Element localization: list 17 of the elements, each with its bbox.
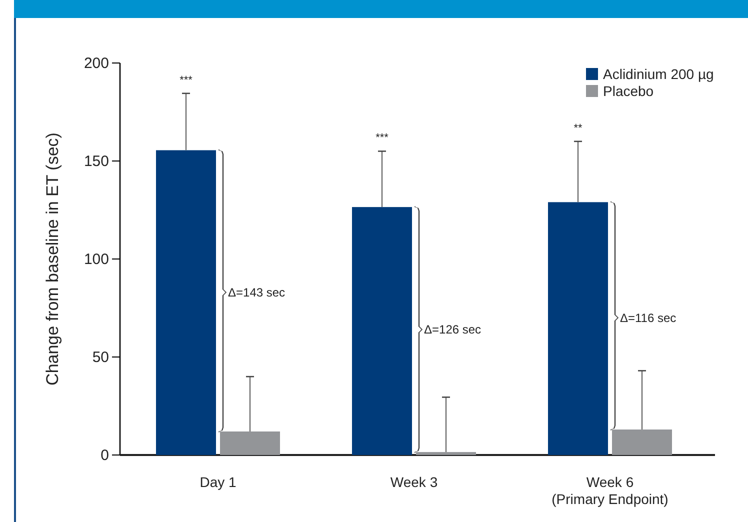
x-tick-label: Week 6 (Primary Endpoint) [552,474,668,507]
y-axis-title: Change from baseline in ET (sec) [43,132,62,386]
annotation: Δ=126 sec [424,322,482,337]
y-tick-label: 200 [84,54,109,72]
x-tick-label: Week 3 [390,474,438,490]
y-tick-label: 100 [84,250,109,268]
annotation: *** [376,132,390,144]
annotation: *** [180,74,194,86]
legend-label: Aclidinium 200 µg [603,66,714,82]
annotation: ** [574,122,583,134]
y-tick-label: 150 [84,152,109,170]
legend-label: Placebo [603,83,654,99]
annotation: Δ=116 sec [620,310,676,325]
y-tick-label: 0 [100,446,109,464]
y-tick-label: 50 [92,348,109,366]
annotation: Δ=143 sec [228,285,286,300]
x-tick-label: Day 1 [200,474,236,490]
